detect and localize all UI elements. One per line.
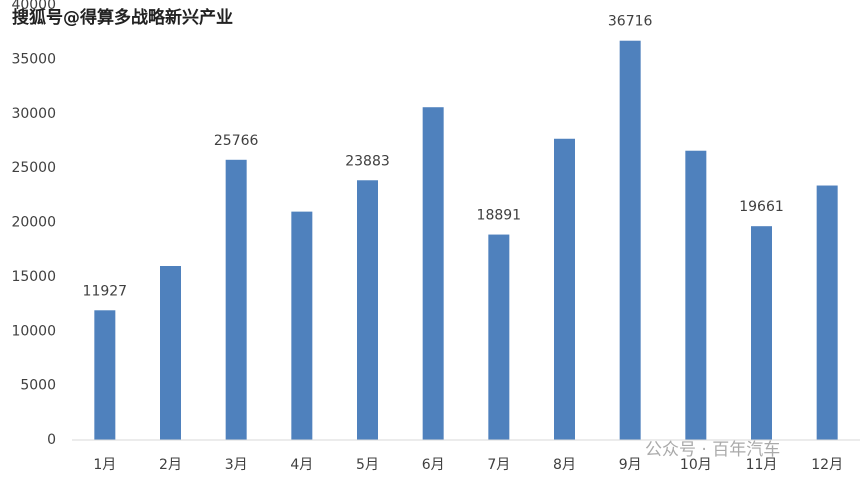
x-tick-label: 7月	[487, 457, 510, 473]
data-label: 23883	[345, 153, 390, 169]
x-tick-label: 8月	[553, 457, 576, 473]
x-tick-label: 9月	[619, 457, 642, 473]
bar	[225, 159, 247, 441]
data-label: 11927	[83, 283, 128, 299]
y-tick-label: 15000	[11, 269, 56, 285]
x-tick-label: 12月	[811, 457, 843, 473]
data-label: 19661	[739, 199, 784, 215]
bar	[685, 150, 707, 440]
bar	[94, 310, 116, 440]
y-tick-label: 5000	[20, 378, 56, 394]
x-tick-label: 10月	[680, 457, 712, 473]
bar	[422, 107, 444, 440]
bar	[554, 138, 575, 440]
y-tick-label: 25000	[11, 160, 56, 176]
y-tick-label: 0	[47, 432, 56, 448]
x-tick-label: 6月	[422, 457, 445, 473]
y-tick-label: 35000	[11, 51, 56, 67]
y-tick-label: 40000	[11, 0, 56, 13]
y-tick-label: 10000	[11, 323, 56, 339]
watermark: 搜狐号@得算多战略新兴产业	[12, 7, 233, 28]
x-tick-label: 3月	[225, 457, 248, 473]
x-tick-label: 1月	[93, 457, 116, 473]
bar	[291, 211, 313, 440]
x-tick-label: 2月	[159, 457, 182, 473]
data-label: 25766	[214, 133, 259, 149]
bar	[160, 266, 181, 440]
x-tick-label: 11月	[746, 457, 778, 473]
data-label: 36716	[608, 14, 653, 30]
bar	[488, 234, 510, 440]
bar	[816, 185, 838, 440]
x-tick-label: 5月	[356, 457, 379, 473]
watermark: 公众号 · 百年汽车	[645, 440, 780, 460]
y-tick-label: 20000	[11, 215, 56, 231]
data-label: 18891	[477, 208, 522, 224]
y-tick-label: 30000	[11, 106, 56, 122]
bar	[751, 226, 772, 440]
x-tick-label: 4月	[290, 457, 313, 473]
bar	[619, 40, 641, 440]
bar	[357, 180, 378, 440]
